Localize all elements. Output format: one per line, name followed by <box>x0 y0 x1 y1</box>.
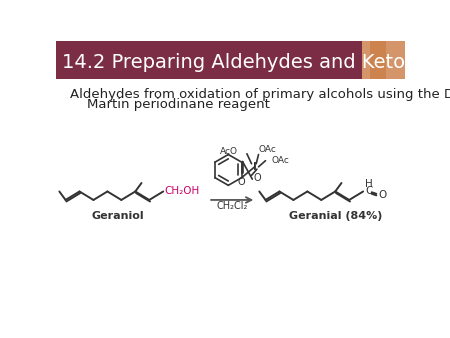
Text: OAc: OAc <box>258 145 276 154</box>
Bar <box>370 41 386 79</box>
Text: O: O <box>378 190 387 200</box>
Bar <box>56 41 405 79</box>
Text: Martin periodinane reagent: Martin periodinane reagent <box>70 98 270 111</box>
Text: 14.2 Preparing Aldehydes and Ketones: 14.2 Preparing Aldehydes and Ketones <box>63 53 440 72</box>
Text: CH₂OH: CH₂OH <box>165 187 200 196</box>
Text: O: O <box>238 177 246 187</box>
Text: AcO: AcO <box>220 147 238 156</box>
Text: Geraniol: Geraniol <box>92 211 144 221</box>
Text: CH₂Cl₂: CH₂Cl₂ <box>216 201 248 211</box>
Text: C: C <box>365 186 372 196</box>
Text: I: I <box>253 162 256 172</box>
Text: Aldehydes from oxidation of primary alcohols using the Dess-: Aldehydes from oxidation of primary alco… <box>70 88 450 101</box>
Text: H: H <box>364 179 373 189</box>
Text: O: O <box>253 173 261 183</box>
Text: Geranial (84%): Geranial (84%) <box>288 211 382 221</box>
Text: OAc: OAc <box>272 156 290 165</box>
Bar <box>362 41 405 79</box>
